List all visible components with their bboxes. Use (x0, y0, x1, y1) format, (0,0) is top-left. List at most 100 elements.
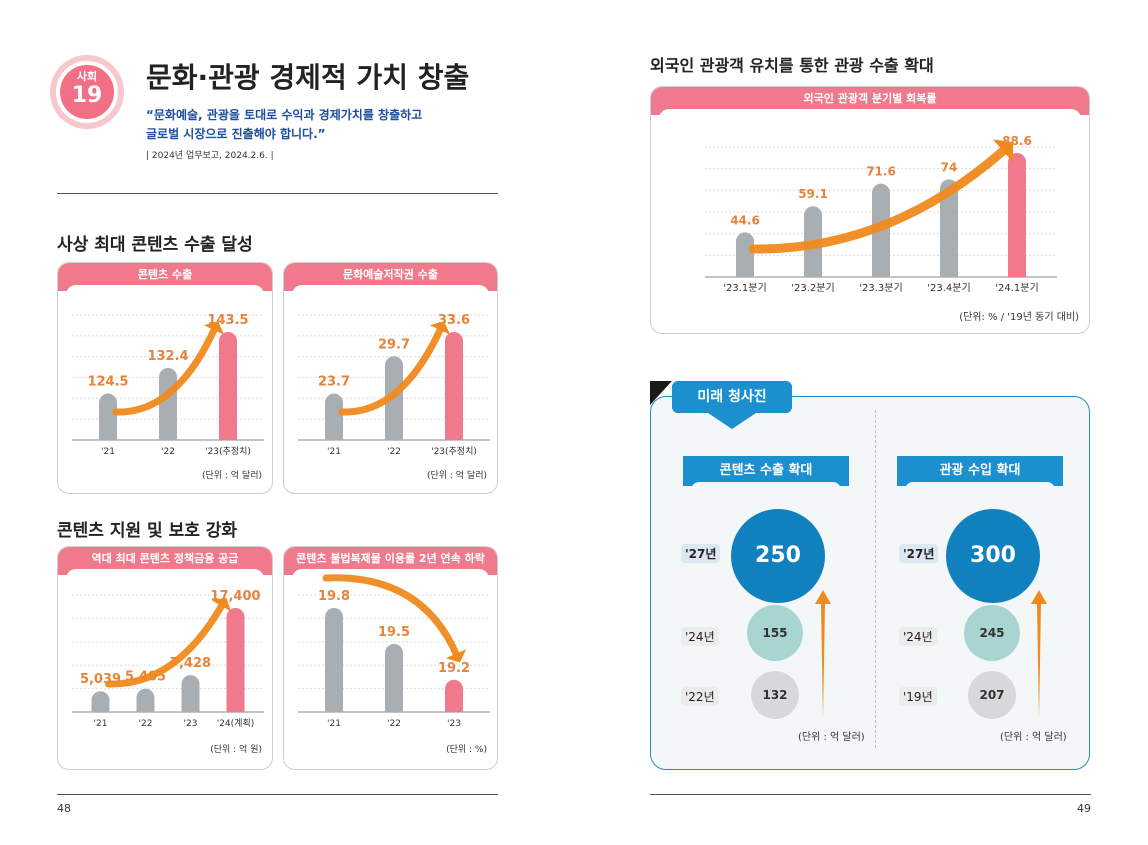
divider (57, 193, 498, 194)
chart-title: 외국인 관광객 분기별 회복률 (651, 87, 1089, 125)
bar (91, 691, 110, 712)
bar (445, 679, 463, 712)
value-circle-2027: 250 (731, 509, 825, 603)
page-title: 문화·관광 경제적 가치 창출 (146, 61, 470, 94)
data-label: 19.8 (318, 589, 350, 604)
growth-arrow-icon (815, 590, 831, 720)
growth-arrow-icon (1031, 590, 1047, 720)
bar (181, 675, 200, 712)
chart-unit: (단위 : 억 달러) (201, 471, 262, 481)
tab-pointer (708, 413, 756, 429)
year-label: '22년 (681, 687, 719, 706)
year-label: '19년 (899, 687, 937, 706)
data-label: 74 (941, 160, 958, 174)
tick-label: '23 (447, 719, 461, 729)
data-label: 71.6 (866, 165, 896, 179)
bar (219, 332, 237, 440)
tick-label: '22 (139, 719, 153, 729)
bar (1008, 153, 1026, 277)
tab-corner-decoration (650, 381, 672, 405)
chart-panel-copyright-export: 문화예술저작권 수출 23.7 '21 29.7 '22 33.6 '23(추정치) (단… (283, 262, 498, 494)
tick-label: '21 (327, 447, 341, 457)
quote-source: | 2024년 업무보고, 2024.2.6. | (146, 151, 274, 161)
tick-label: '23 (184, 719, 198, 729)
section-title-content-export: 사상 최대 콘텐츠 수출 달성 (57, 235, 253, 255)
chart-piracy-rate: 19.8 '21 19.5 '22 19.2 '23 (298, 574, 490, 729)
arrow-head-icon (203, 321, 225, 335)
value-circle-2027: 300 (946, 509, 1040, 603)
future-divider (875, 410, 876, 748)
year-label: '27년 (899, 544, 939, 563)
footer-rule-left (57, 794, 498, 795)
chart-unit: (단위: % / '19년 동기 대비) (959, 312, 1079, 323)
data-label: 33.6 (438, 313, 470, 328)
data-label: 19.2 (438, 661, 470, 676)
value-circle-2024: 155 (747, 605, 803, 661)
tick-label: '22 (161, 447, 175, 457)
future-unit-right: (단위 : 억 달러) (1000, 732, 1067, 743)
bar (385, 643, 403, 712)
chart-title: 콘텐츠 수출 (58, 263, 272, 301)
chart-copyright-export: 23.7 '21 29.7 '22 33.6 '23(추정치) (298, 313, 490, 457)
badge-number: 19 (71, 83, 103, 108)
trend-arrow (748, 146, 1008, 254)
chart-panel-content-export: 콘텐츠 수출 124.5'21 132.4'22 143.5'23(추정치) (단위… (57, 262, 273, 494)
arrow-head-icon (429, 321, 451, 335)
category-badge: 사회 19 (50, 55, 124, 129)
tick-label: '21 (327, 719, 341, 729)
tick-label: '24.1분기 (995, 282, 1038, 294)
tick-label: '24(계획) (217, 717, 255, 729)
tick-label: '23.3분기 (859, 282, 902, 294)
value-circle-2022: 132 (751, 671, 799, 719)
bar (325, 608, 343, 712)
data-label: 29.7 (378, 337, 410, 352)
bar (99, 393, 117, 440)
chart-tourist-recovery: 44.6 '23.1분기 59.1 '23.2분기 71.6 '23.3분기 74 '23.4… (705, 134, 1057, 294)
trend-arrow (105, 602, 225, 688)
section-title-tourism: 외국인 관광객 유치를 통한 관광 수출 확대 (650, 56, 934, 75)
value-circle-2019: 207 (968, 671, 1016, 719)
data-label: 59.1 (798, 187, 828, 201)
chart-unit: (단위 : 억 달러) (426, 471, 487, 481)
future-header-content-export: 콘텐츠 수출 확대 (683, 456, 849, 494)
tick-label: '21 (101, 447, 115, 457)
bar (736, 232, 754, 277)
year-label: '24년 (681, 627, 719, 646)
year-label: '27년 (681, 544, 721, 563)
bar (325, 393, 343, 440)
chart-panel-tourist-recovery: 외국인 관광객 분기별 회복률 44.6 '23.1분기 59.1 '23.2분기 71… (650, 86, 1090, 334)
data-label: 44.6 (730, 213, 760, 227)
bar (159, 367, 177, 440)
tick-label: '22 (387, 719, 401, 729)
arrow-head-icon (445, 649, 467, 663)
data-label: 19.5 (378, 625, 410, 640)
quote-line-1: “문화예술, 관광을 토대로 수익과 경제가치를 창출하고 (146, 108, 423, 122)
future-blueprint-tab: 미래 청사진 (672, 381, 792, 413)
page-number-right: 49 (1077, 802, 1091, 815)
tick-label: '23.2분기 (791, 282, 834, 294)
bar (136, 688, 155, 712)
chart-panel-piracy-rate: 콘텐츠 불법복제물 이용률 2년 연속 하락 19.8'21 19.5'22 19.… (283, 546, 498, 770)
chart-title: 문화예술저작권 수출 (284, 263, 497, 301)
bar (226, 608, 245, 712)
section-title-content-support: 콘텐츠 지원 및 보호 강화 (57, 521, 238, 541)
chart-unit: (단위 : 억 원) (210, 745, 262, 755)
future-unit-left: (단위 : 억 달러) (798, 732, 865, 743)
data-label: 23.7 (318, 375, 350, 390)
tick-label: '22 (387, 447, 401, 457)
year-label: '24년 (899, 627, 937, 646)
bar (445, 332, 463, 440)
page-number-left: 48 (57, 802, 71, 815)
value-circle-2024: 245 (964, 605, 1020, 661)
chart-unit: (단위 : %) (446, 745, 487, 755)
tick-label: '23.4분기 (927, 282, 970, 294)
future-header-tourism-income: 관광 수입 확대 (897, 456, 1063, 494)
tick-label: '23(추정치) (431, 445, 477, 457)
chart-title: 역대 최대 콘텐츠 정책금융 공급 (58, 547, 272, 585)
data-label: 124.5 (87, 375, 128, 390)
trend-arrow (112, 326, 218, 416)
quote-line-2: 글로벌 시장으로 진출해야 합니다.” (146, 127, 326, 141)
tick-label: '23.1분기 (723, 282, 766, 294)
